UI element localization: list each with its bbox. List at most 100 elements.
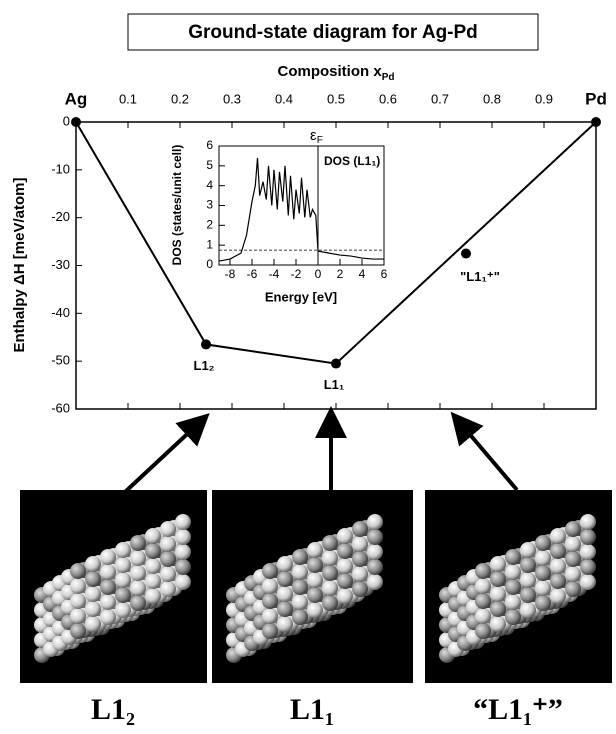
atom	[262, 563, 278, 579]
atom	[70, 623, 86, 639]
x-label-sub: Pd	[382, 72, 395, 83]
atom	[145, 588, 161, 604]
atom	[70, 563, 86, 579]
atom	[322, 580, 338, 596]
data-point	[331, 358, 341, 369]
atom	[160, 551, 176, 567]
arrow	[123, 413, 210, 494]
atom	[115, 602, 131, 618]
y-tick-label: 4	[206, 178, 213, 192]
atom	[70, 578, 86, 594]
atom	[277, 586, 293, 602]
x-tick-label: 0	[315, 267, 322, 281]
y-tick-label: -10	[51, 161, 70, 176]
chart-title: Ground-state diagram for Ag-Pd	[188, 22, 478, 43]
y-tick-label: -50	[51, 353, 70, 368]
atom	[352, 551, 368, 567]
atom	[322, 550, 338, 566]
hull-line	[75, 121, 597, 365]
fermi-label: εF	[310, 127, 323, 146]
atom	[145, 558, 161, 574]
atom	[535, 580, 551, 596]
title-box	[127, 13, 539, 51]
x-tick-label: 0.8	[483, 91, 501, 106]
atom	[262, 623, 278, 639]
atom	[70, 608, 86, 624]
atom	[130, 565, 146, 581]
atom	[160, 566, 176, 582]
atom	[565, 521, 581, 537]
atom	[160, 581, 176, 597]
atom	[535, 550, 551, 566]
atom	[100, 549, 116, 565]
atom	[580, 559, 596, 575]
arrow	[450, 411, 519, 492]
data-point	[71, 117, 81, 127]
atom	[85, 571, 101, 587]
atom	[337, 573, 353, 589]
data-point	[201, 339, 211, 350]
x-axis-label: Composition xPd	[278, 63, 395, 83]
y-tick-label: 5	[206, 158, 213, 172]
x-label-text: Composition x	[278, 63, 383, 80]
atom	[85, 586, 101, 602]
atom	[580, 544, 596, 560]
y-tick-label: -30	[51, 257, 70, 272]
atom	[520, 572, 536, 588]
x-tick-label: -2	[291, 267, 302, 281]
atom	[130, 535, 146, 551]
x-tick-label: -8	[225, 267, 236, 281]
atom	[115, 587, 131, 603]
atom	[160, 521, 176, 537]
inset-y-label: DOS (states/unit cell)	[170, 145, 184, 266]
atom	[535, 535, 551, 551]
y-tick-label: 6	[206, 138, 213, 152]
atom	[322, 565, 338, 581]
y-tick-label: 1	[206, 237, 213, 251]
atom	[307, 557, 323, 573]
y-tick-label: 3	[206, 198, 213, 212]
atom	[475, 608, 491, 624]
atom	[175, 574, 191, 590]
atom	[550, 573, 566, 589]
atom	[337, 558, 353, 574]
atom	[322, 595, 338, 611]
atom	[367, 529, 383, 545]
y-tick-label: -20	[51, 209, 70, 224]
y-tick-label: -60	[51, 400, 70, 415]
atom	[292, 564, 308, 580]
data-point	[461, 248, 471, 259]
atom	[580, 529, 596, 545]
atom	[115, 542, 131, 558]
structure-label: L1₁	[290, 693, 334, 726]
atom	[550, 528, 566, 544]
atom	[277, 571, 293, 587]
y-tick-label: 0	[206, 257, 213, 271]
atom	[367, 514, 383, 530]
atom	[550, 588, 566, 604]
atom	[292, 579, 308, 595]
atom	[307, 542, 323, 558]
x-tick-label: 0.4	[275, 91, 293, 106]
x-tick-label: Ag	[65, 89, 88, 108]
x-tick-label: 0.7	[431, 91, 449, 106]
atom	[115, 557, 131, 573]
y-axis-label: Enthalpy ΔH [meV/atom]	[11, 178, 28, 353]
x-tick-label: Pd	[585, 89, 607, 108]
atom	[580, 574, 596, 590]
atom	[352, 536, 368, 552]
atom	[565, 536, 581, 552]
atom	[337, 588, 353, 604]
atom	[565, 581, 581, 597]
atom	[277, 601, 293, 617]
atom	[520, 557, 536, 573]
atom	[100, 609, 116, 625]
atom	[262, 593, 278, 609]
y-tick-label: -40	[51, 305, 70, 320]
atom	[490, 571, 506, 587]
atom	[580, 514, 596, 530]
atom	[145, 543, 161, 559]
atom	[490, 586, 506, 602]
atom	[130, 580, 146, 596]
